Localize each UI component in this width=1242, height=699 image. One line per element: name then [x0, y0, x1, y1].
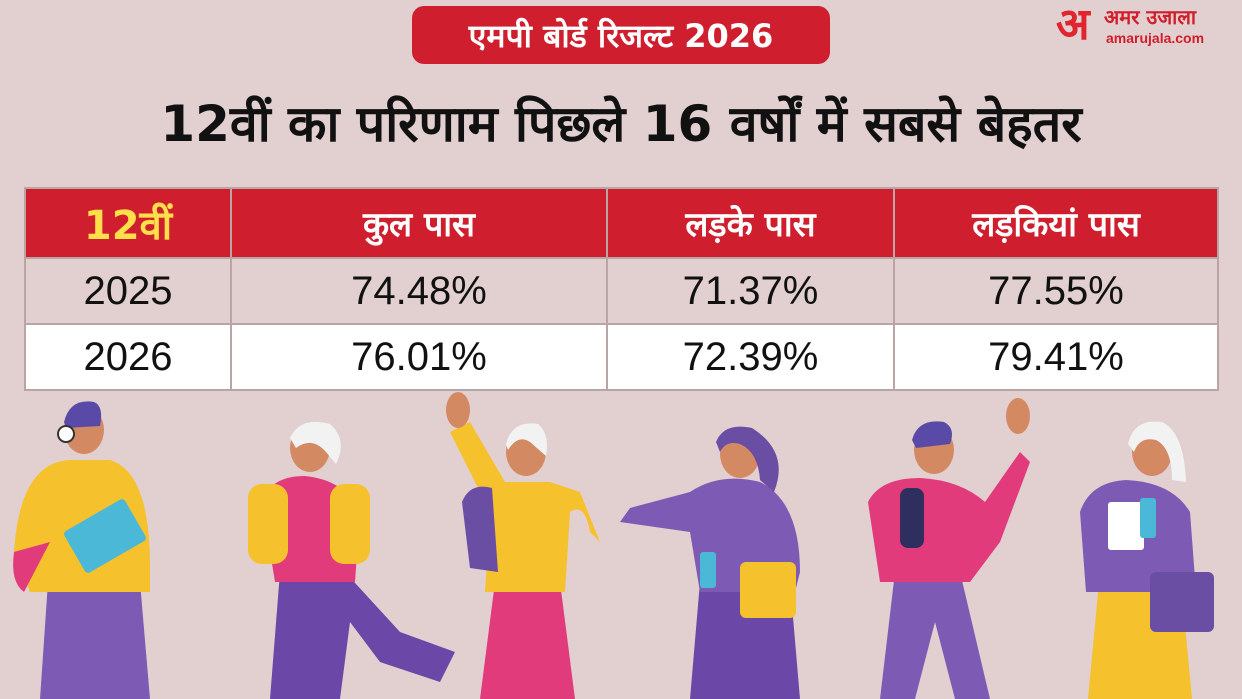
logo-english-text: amarujala.com [1106, 30, 1205, 46]
table-header-row: 12वीं कुल पास लड़के पास लड़कियां पास [24, 187, 1219, 259]
row-total-pass: 74.48% [230, 257, 608, 325]
brand-logo[interactable]: अ अमर उजाला amarujala.com [1056, 0, 1236, 50]
results-table: 12वीं कुल पास लड़के पास लड़कियां पास 202… [24, 187, 1219, 391]
table-row: 2025 74.48% 71.37% 77.55% [24, 257, 1219, 325]
row-boys-pass: 71.37% [606, 257, 895, 325]
student-figure-1 [13, 401, 150, 699]
logo-hindi-text: अमर उजाला [1104, 5, 1197, 29]
row-year: 2026 [24, 323, 232, 391]
title-badge: एमपी बोर्ड रिजल्ट 2026 [412, 6, 830, 64]
row-girls-pass: 77.55% [893, 257, 1219, 325]
header-total-pass: कुल पास [230, 187, 608, 259]
student-figure-4 [620, 426, 800, 699]
students-illustration [13, 392, 1214, 699]
logo-mark: अ [1056, 0, 1090, 50]
row-boys-pass: 72.39% [606, 323, 895, 391]
row-year: 2025 [24, 257, 232, 325]
row-girls-pass: 79.41% [893, 323, 1219, 391]
student-figure-6 [1080, 421, 1214, 699]
student-figure-5 [868, 398, 1030, 699]
headline: 12वीं का परिणाम पिछले 16 वर्षों में सबसे… [160, 95, 1082, 153]
header-class: 12वीं [24, 187, 232, 259]
student-figure-2 [248, 421, 455, 699]
row-total-pass: 76.01% [230, 323, 608, 391]
header-boys-pass: लड़के पास [606, 187, 895, 259]
student-figure-3 [446, 392, 600, 699]
header-girls-pass: लड़कियां पास [893, 187, 1219, 259]
table-row: 2026 76.01% 72.39% 79.41% [24, 323, 1219, 391]
